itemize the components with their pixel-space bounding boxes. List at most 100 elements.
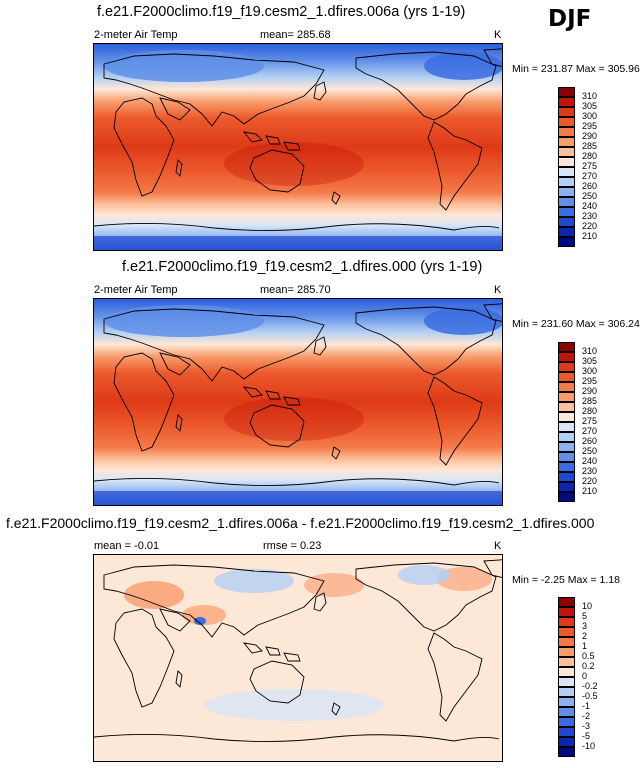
panel-3-field [94, 555, 502, 761]
colorbar-box [558, 482, 575, 492]
panel-3-units-label: K [494, 540, 502, 552]
colorbar-label: -0.2 [582, 681, 598, 691]
colorbar-box [558, 402, 575, 412]
colorbar-label: 3 [582, 621, 588, 631]
panel-3-minmax-label: Min = -2.25 Max = 1.18 [512, 574, 620, 586]
colorbar-label: 285 [582, 141, 598, 151]
colorbar-label: 240 [582, 201, 598, 211]
colorbar-box [558, 727, 575, 737]
colorbar-box [558, 372, 575, 382]
panel-3-map [93, 554, 503, 762]
colorbar-label: -2 [582, 711, 591, 721]
colorbar-box [558, 422, 575, 432]
colorbar-label: 210 [582, 486, 598, 496]
colorbar-label: 280 [582, 406, 598, 416]
season-label: DJF [548, 6, 592, 32]
panel-1-title: f.e21.F2000climo.f19_f19.cesm2_1.dfires.… [97, 4, 466, 20]
colorbar-label: 250 [582, 446, 598, 456]
colorbar-label: 260 [582, 181, 598, 191]
colorbar-box [558, 107, 575, 117]
colorbar-label: 300 [582, 111, 598, 121]
colorbar-box [558, 707, 575, 717]
panel-1-variable-label: 2-meter Air Temp [94, 29, 178, 41]
colorbar-box [558, 697, 575, 707]
colorbar-box [558, 352, 575, 362]
colorbar-box [558, 607, 575, 617]
panel-3-mean-label: mean = -0.01 [94, 540, 160, 552]
colorbar-box [558, 717, 575, 727]
colorbar-box [558, 667, 575, 677]
colorbar-label: 0 [582, 671, 588, 681]
panel-1-units-label: K [494, 29, 502, 41]
panel-2-title: f.e21.F2000climo.f19_f19.cesm2_1.dfires.… [122, 259, 483, 275]
colorbar-label: -1 [582, 701, 591, 711]
colorbar-label: 310 [582, 346, 598, 356]
colorbar-label: 285 [582, 396, 598, 406]
panel-2-units-label: K [494, 284, 502, 296]
colorbar-label: 230 [582, 211, 598, 221]
colorbar-label: 270 [582, 426, 598, 436]
colorbar-box [558, 237, 575, 247]
colorbar-box [558, 687, 575, 697]
colorbar-box [558, 462, 575, 472]
colorbar-label: 240 [582, 456, 598, 466]
colorbar-label: 230 [582, 466, 598, 476]
colorbar-label: 250 [582, 191, 598, 201]
panel-3-rmse-label: rmse = 0.23 [263, 540, 322, 552]
colorbar-label: 305 [582, 101, 598, 111]
colorbar-box [558, 442, 575, 452]
panel-1-map [93, 43, 503, 251]
colorbar-label: 305 [582, 356, 598, 366]
colorbar-box [558, 472, 575, 482]
colorbar-label: 290 [582, 386, 598, 396]
colorbar-box [558, 147, 575, 157]
colorbar-box [558, 207, 575, 217]
colorbar-label: 10 [582, 601, 593, 611]
colorbar-label: 2 [582, 631, 588, 641]
colorbar-label: 310 [582, 91, 598, 101]
colorbar-box [558, 627, 575, 637]
colorbar-box [558, 647, 575, 657]
panel-2-variable-label: 2-meter Air Temp [94, 284, 178, 296]
colorbar-box [558, 747, 575, 757]
colorbar-box [558, 177, 575, 187]
colorbar-label: 300 [582, 366, 598, 376]
colorbar-box [558, 657, 575, 667]
colorbar-box [558, 197, 575, 207]
colorbar-box [558, 432, 575, 442]
colorbar-label: 275 [582, 416, 598, 426]
colorbar-box [558, 342, 575, 352]
colorbar-box [558, 637, 575, 647]
colorbar-label: 0.2 [582, 661, 595, 671]
colorbar-box [558, 137, 575, 147]
panel-2-field [94, 299, 502, 505]
colorbar-label: -3 [582, 721, 591, 731]
colorbar-box [558, 392, 575, 402]
colorbar-label: 220 [582, 476, 598, 486]
colorbar-label: 270 [582, 171, 598, 181]
colorbar-box [558, 127, 575, 137]
colorbar-box [558, 187, 575, 197]
colorbar-box [558, 737, 575, 747]
colorbar-label: 5 [582, 611, 588, 621]
colorbar-box [558, 157, 575, 167]
panel-1-minmax-label: Min = 231.87 Max = 305.96 [512, 63, 640, 75]
colorbar-box [558, 492, 575, 502]
panel-1-mean-label: mean= 285.68 [260, 29, 331, 41]
colorbar-box [558, 597, 575, 607]
colorbar-label: -5 [582, 731, 591, 741]
colorbar-label: 295 [582, 376, 598, 386]
colorbar-label: 210 [582, 231, 598, 241]
colorbar-box [558, 677, 575, 687]
panel-3-title: f.e21.F2000climo.f19_f19.cesm2_1.dfires.… [6, 515, 595, 531]
colorbar-box [558, 167, 575, 177]
colorbar-label: 220 [582, 221, 598, 231]
colorbar-box [558, 382, 575, 392]
colorbar-box [558, 217, 575, 227]
colorbar-label: 275 [582, 161, 598, 171]
colorbar-box [558, 617, 575, 627]
panel-2-mean-label: mean= 285.70 [260, 284, 331, 296]
colorbar-label: 295 [582, 121, 598, 131]
colorbar-label: 0.5 [582, 651, 595, 661]
colorbar-label: 290 [582, 131, 598, 141]
